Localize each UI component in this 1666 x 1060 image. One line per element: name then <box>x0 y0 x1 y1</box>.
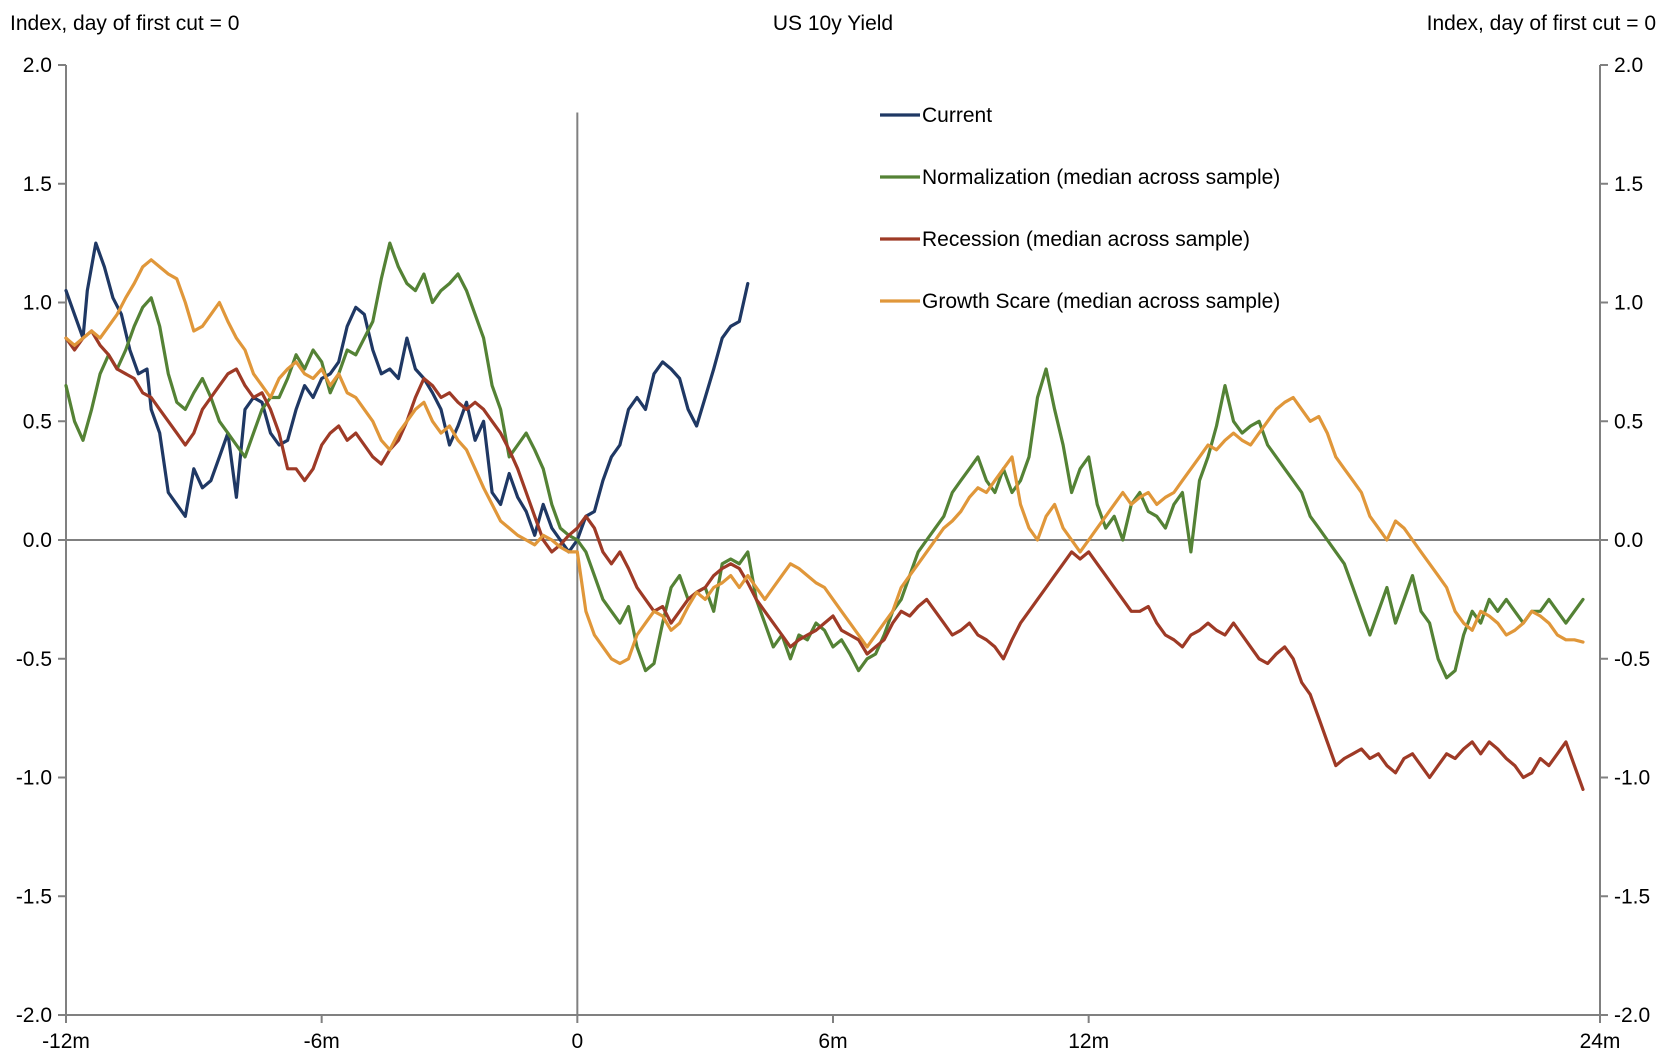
chart-title: US 10y Yield <box>772 12 894 35</box>
y-tick-label-left: 0.5 <box>23 410 52 433</box>
y-tick-label-right: 1.5 <box>1614 173 1643 196</box>
x-tick-label: 6m <box>818 1030 847 1053</box>
series-line-0 <box>64 241 750 554</box>
axes: 2.0 2.0 1.5 1.5 1.0 1.0 0.5 0.5 0.0 0.0 -0.5 -0.5 -1… <box>16 54 1650 1053</box>
y-tick-label-right: -1.5 <box>1614 885 1650 908</box>
series-line-2 <box>64 329 1585 791</box>
y-tick-label-right: -0.5 <box>1614 648 1650 671</box>
y-tick-label-left: 1.5 <box>23 173 52 196</box>
x-tick-label: -12m <box>42 1030 90 1053</box>
y-tick-label-right: 1.0 <box>1614 292 1643 315</box>
y-tick-label-left: -2.0 <box>16 1004 52 1027</box>
series-lines <box>64 241 1585 791</box>
y-tick-label-left: 1.0 <box>23 292 52 315</box>
y-tick-label-right: 0.0 <box>1614 529 1643 552</box>
legend-label-2: Recession (median across sample) <box>922 228 1250 251</box>
legend-label-3: Growth Scare (median across sample) <box>922 290 1280 313</box>
legend-label-0: Current <box>922 104 992 127</box>
legend: Current Normalization (median across samp… <box>880 104 1280 313</box>
x-tick-label: 0 <box>571 1030 583 1053</box>
legend-label-1: Normalization (median across sample) <box>922 166 1280 189</box>
y-tick-label-left: 0.0 <box>23 529 52 552</box>
x-tick-label: 12m <box>1068 1030 1109 1053</box>
y-tick-label-right: 2.0 <box>1614 54 1643 77</box>
y-tick-label-left: -1.5 <box>16 885 52 908</box>
y-tick-label-right: -1.0 <box>1614 767 1650 790</box>
y-tick-label-left: -1.0 <box>16 767 52 790</box>
y-tick-label-left: 2.0 <box>23 54 52 77</box>
x-tick-label: -6m <box>304 1030 340 1053</box>
y-tick-label-right: -2.0 <box>1614 1004 1650 1027</box>
series-line-3 <box>64 258 1585 666</box>
y-tick-label-left: -0.5 <box>16 648 52 671</box>
x-tick-label: 24m <box>1580 1030 1621 1053</box>
series-line-1 <box>64 241 1585 680</box>
y-tick-label-right: 0.5 <box>1614 410 1643 433</box>
left-axis-label: Index, day of first cut = 0 <box>10 12 240 35</box>
right-axis-label: Index, day of first cut = 0 <box>1426 12 1656 35</box>
